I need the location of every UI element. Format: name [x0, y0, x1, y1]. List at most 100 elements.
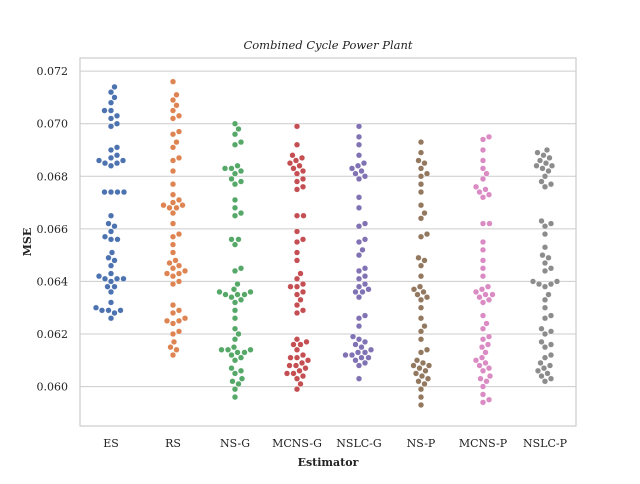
data-point — [299, 175, 307, 183]
data-point — [231, 299, 239, 306]
data-point — [412, 370, 420, 377]
data-point — [293, 291, 301, 298]
data-point — [479, 273, 487, 280]
data-point — [348, 351, 356, 359]
data-point — [539, 252, 546, 259]
data-point — [484, 341, 492, 348]
x-tick-label: RS — [165, 437, 181, 450]
data-point — [293, 257, 301, 264]
data-point — [361, 265, 369, 272]
data-point — [114, 236, 121, 243]
data-point — [479, 312, 487, 319]
data-point — [361, 273, 369, 280]
data-point — [541, 244, 549, 251]
data-point — [107, 270, 115, 277]
series-mcns-p — [472, 133, 496, 406]
data-point — [303, 338, 310, 345]
data-point — [547, 351, 555, 359]
data-point — [166, 259, 173, 267]
data-point — [229, 378, 236, 385]
data-point — [111, 309, 118, 317]
data-point — [247, 288, 254, 296]
data-point — [169, 78, 177, 85]
data-point — [238, 375, 246, 382]
data-point — [235, 236, 242, 243]
data-point — [546, 362, 554, 369]
data-point — [482, 349, 489, 356]
data-point — [169, 330, 177, 338]
data-point — [478, 344, 486, 351]
data-point — [283, 370, 291, 377]
data-point — [293, 186, 301, 193]
data-point — [348, 165, 356, 172]
data-point — [163, 317, 171, 324]
data-point — [414, 291, 421, 298]
y-tick-label: 0.062 — [37, 328, 69, 341]
y-tick-label: 0.060 — [37, 381, 69, 394]
data-point — [361, 312, 369, 319]
data-point — [547, 341, 555, 348]
y-axis-ticks: 0.060 0.062 0.064 0.066 0.068 0.070 0.072 — [37, 65, 69, 393]
data-point — [476, 362, 483, 369]
data-point — [169, 320, 177, 327]
data-point — [479, 165, 487, 172]
data-point — [479, 265, 487, 272]
data-point — [539, 165, 546, 172]
data-point — [424, 375, 432, 382]
data-point — [546, 154, 553, 161]
data-point — [417, 149, 425, 156]
data-point — [111, 223, 118, 230]
data-point — [483, 320, 490, 327]
data-point — [181, 267, 189, 275]
data-point — [365, 286, 372, 293]
data-point — [479, 238, 487, 246]
x-tick-label: NSLC-P — [523, 437, 568, 450]
data-point — [355, 323, 363, 330]
data-point — [173, 91, 180, 98]
data-point — [485, 333, 493, 340]
data-point — [541, 183, 549, 190]
data-point — [169, 199, 177, 206]
data-point — [359, 246, 366, 253]
data-point — [173, 139, 180, 146]
data-point — [293, 212, 301, 219]
data-point — [483, 170, 490, 177]
data-point — [107, 154, 115, 161]
data-point — [545, 167, 552, 175]
data-point — [482, 359, 489, 367]
data-point — [235, 125, 242, 133]
data-point — [228, 294, 235, 301]
data-point — [231, 393, 239, 401]
data-point — [169, 209, 177, 217]
data-point — [358, 344, 365, 351]
data-point — [349, 333, 357, 340]
data-point — [352, 357, 359, 364]
data-point — [538, 325, 545, 332]
y-tick-label: 0.064 — [37, 275, 69, 288]
data-point — [237, 265, 245, 272]
data-point — [355, 362, 363, 369]
data-point — [120, 188, 128, 196]
data-point — [541, 283, 549, 290]
data-point — [541, 304, 549, 311]
data-point — [352, 288, 359, 296]
data-point — [358, 354, 365, 361]
data-point — [166, 204, 173, 211]
data-point — [228, 236, 235, 243]
data-point — [297, 341, 304, 348]
data-point — [173, 102, 180, 109]
data-point — [529, 278, 537, 285]
data-point — [541, 267, 549, 275]
data-point — [169, 107, 177, 114]
data-point — [169, 301, 177, 309]
data-point — [299, 307, 307, 314]
data-point — [216, 288, 223, 296]
data-point — [107, 188, 115, 196]
data-point — [231, 204, 239, 211]
data-point — [296, 367, 303, 374]
data-point — [120, 275, 127, 282]
data-point — [485, 133, 493, 140]
data-point — [355, 294, 363, 301]
data-point — [167, 344, 174, 351]
